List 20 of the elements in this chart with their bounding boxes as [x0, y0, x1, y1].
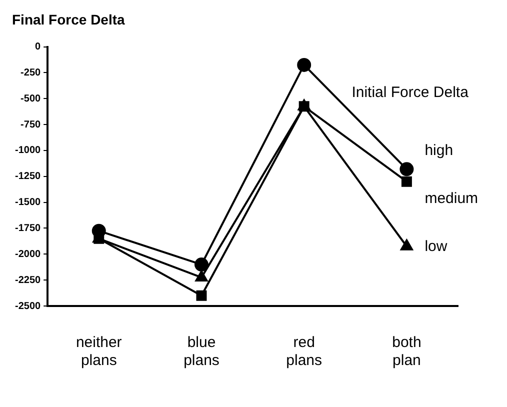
y-tick-label: -250 [20, 67, 42, 78]
x-tick-label: both plan [392, 334, 422, 370]
series-label: medium [424, 190, 478, 208]
y-tick-label: -750 [20, 119, 42, 130]
y-tick-label: -1250 [15, 171, 42, 182]
y-tick-label: -2000 [15, 248, 42, 260]
series-label: low [424, 238, 448, 256]
y-tick-label: -1750 [15, 222, 42, 234]
y-tick-label: 0 [35, 42, 42, 53]
x-tick-label: blue plans [184, 334, 220, 370]
y-tick-label: -2500 [15, 300, 42, 312]
series-label: high [424, 142, 454, 160]
y-tick-label: -1500 [15, 197, 42, 208]
legend-title: Initial Force Delta [352, 84, 470, 102]
y-tick-label: -2250 [15, 274, 42, 286]
y-tick-label: -500 [20, 93, 42, 104]
x-tick-label: red plans [286, 334, 322, 370]
x-tick-label: neither plans [76, 334, 122, 370]
y-tick-label: -1000 [15, 145, 42, 156]
chart-title: Final Force Delta [12, 11, 126, 28]
